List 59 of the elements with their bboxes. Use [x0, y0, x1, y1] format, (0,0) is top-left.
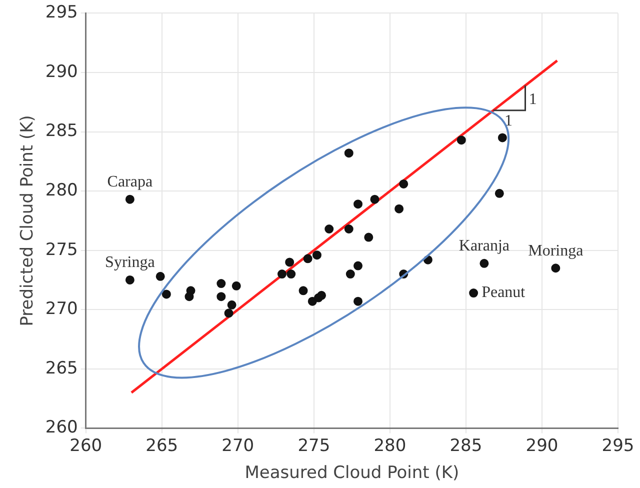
point: [277, 270, 286, 279]
point: [125, 194, 134, 204]
point: [184, 292, 194, 302]
x-axis-title: Measured Cloud Point (K): [244, 463, 460, 484]
point: [312, 250, 322, 260]
annotation: Carapa: [107, 174, 153, 191]
point: [227, 300, 236, 310]
point: [394, 204, 404, 214]
point: [162, 290, 171, 299]
x-tick-label: 285: [450, 436, 482, 456]
point: [344, 224, 354, 234]
point: [354, 261, 363, 270]
x-tick-label: 260: [70, 436, 102, 456]
y-tick-label: 280: [45, 180, 78, 200]
point: [298, 286, 308, 296]
x-tick-label: 275: [298, 436, 330, 456]
point: [354, 296, 363, 306]
x-tick-label: 290: [526, 436, 558, 456]
annotation: Moringa: [528, 242, 584, 260]
y-tick-label: 275: [45, 240, 78, 260]
y-tick-label: 295: [45, 2, 78, 23]
annotation: 1: [528, 90, 537, 108]
point: [354, 200, 363, 209]
point: [317, 290, 326, 300]
point: [370, 194, 380, 204]
point: [346, 270, 355, 279]
x-tick-label: 280: [374, 436, 406, 456]
point: [156, 272, 165, 281]
y-tick-label: 265: [45, 358, 78, 378]
point: [344, 148, 354, 158]
annotation: Syringa: [105, 254, 155, 272]
point: [494, 188, 504, 198]
y-tick-label: 285: [45, 121, 78, 142]
y-tick-label: 270: [45, 299, 78, 320]
point: [324, 224, 334, 234]
point: [498, 133, 507, 142]
point: [399, 179, 408, 188]
y-axis-title: Predicted Cloud Point (K): [18, 115, 38, 326]
annotation: 1: [504, 112, 513, 130]
x-tick-label: 295: [602, 436, 634, 456]
x-tick-label: 270: [222, 436, 254, 456]
point: [286, 270, 296, 279]
point: [125, 275, 134, 284]
point: [216, 279, 226, 288]
point: [551, 264, 560, 273]
y-tick-label: 290: [45, 62, 78, 82]
point: [224, 308, 234, 318]
annotation: Karanja: [458, 238, 510, 255]
point: [469, 288, 478, 298]
point: [285, 258, 294, 267]
point: [232, 281, 241, 290]
point: [303, 254, 312, 264]
annotation: Peanut: [482, 284, 526, 302]
point: [364, 232, 374, 242]
point: [216, 292, 226, 302]
x-tick-label: 265: [146, 436, 178, 456]
y-tick-label: 260: [45, 418, 78, 438]
point: [456, 136, 466, 145]
point: [480, 258, 489, 268]
